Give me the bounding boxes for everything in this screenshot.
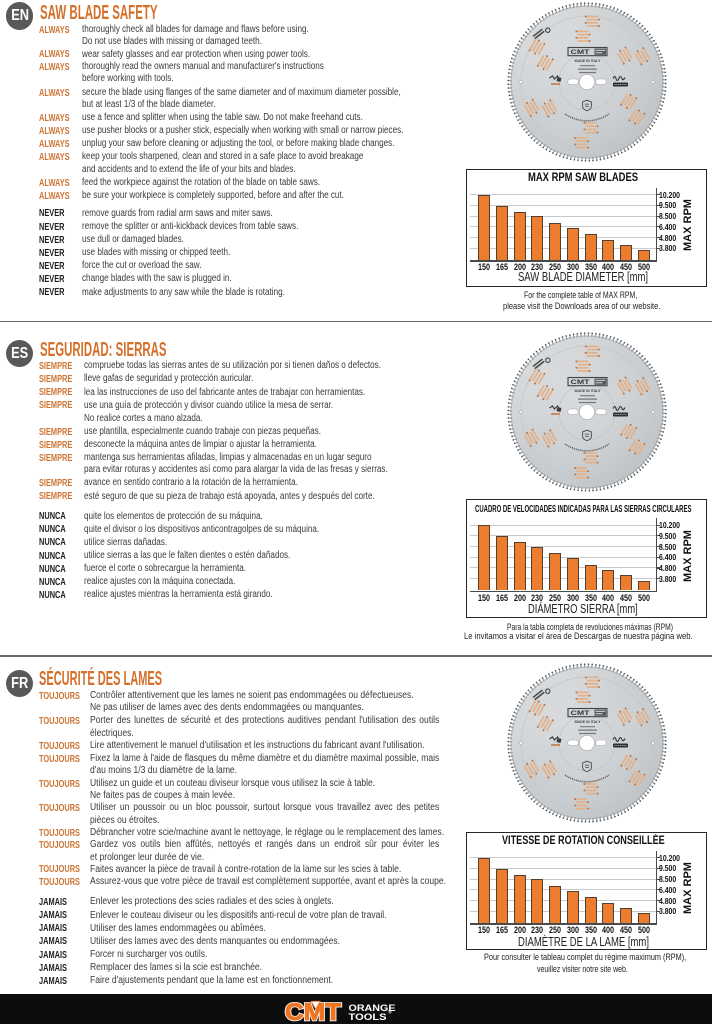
svg-text:TOOLS: TOOLS xyxy=(349,1012,387,1022)
svg-text:ORANGE: ORANGE xyxy=(349,1003,396,1013)
svg-text:®: ® xyxy=(388,1009,392,1016)
